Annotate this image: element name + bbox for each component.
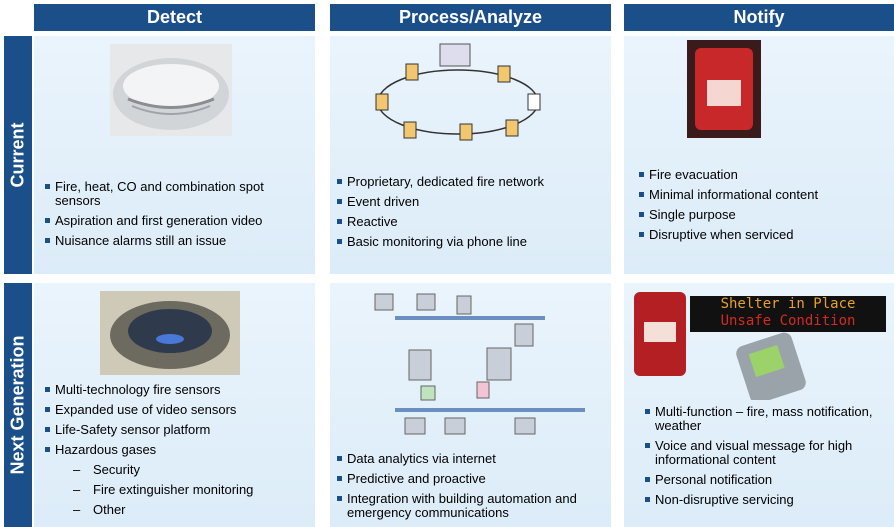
bullet-list: Multi-function – fire, mass notification… bbox=[645, 405, 890, 513]
bullet-text: Hazardous gases bbox=[55, 442, 157, 457]
row-label: Current bbox=[7, 122, 28, 188]
bullet: Data analytics via internet bbox=[337, 452, 605, 466]
bullet-list: Proprietary, dedicated fire network Event… bbox=[337, 175, 602, 255]
row-label-bar: Current bbox=[4, 36, 32, 274]
bullet: Multi-function – fire, mass notification… bbox=[645, 405, 890, 433]
bullet: Single purpose bbox=[639, 208, 889, 222]
cell bbox=[330, 283, 611, 527]
sign-text: Shelter in Place bbox=[721, 296, 856, 312]
bullet: Non-disruptive servicing bbox=[645, 493, 890, 507]
bullet: Event driven bbox=[337, 195, 602, 209]
bullet: Basic monitoring via phone line bbox=[337, 235, 602, 249]
sub-bullet: Fire extinguisher monitoring bbox=[55, 483, 310, 498]
bullet: Hazardous gases Security Fire extinguisher… bbox=[45, 443, 310, 517]
multi-sensor-image bbox=[100, 291, 240, 375]
bullet: Life-Safety sensor platform bbox=[45, 423, 310, 437]
bullet: Multi-technology fire sensors bbox=[45, 383, 310, 397]
bullet: Nuisance alarms still an issue bbox=[45, 234, 310, 248]
network-diagram bbox=[375, 43, 541, 141]
bullet: Minimal informational content bbox=[639, 188, 889, 202]
sign-text: Unsafe Condition bbox=[721, 313, 856, 329]
bullet: Voice and visual message for high inform… bbox=[645, 439, 890, 467]
bullet: Fire, heat, CO and combination spot sens… bbox=[45, 180, 310, 208]
bullet: Proprietary, dedicated fire network bbox=[337, 175, 602, 189]
bullet-list: Fire evacuation Minimal informational con… bbox=[639, 168, 889, 248]
bullet: Integration with building automation and… bbox=[337, 492, 605, 520]
analytics-diagram bbox=[374, 293, 585, 435]
column-header: Notify bbox=[624, 4, 894, 31]
bullet: Aspiration and first generation video bbox=[45, 214, 310, 228]
sub-bullet: Security bbox=[55, 463, 310, 478]
bullet: Reactive bbox=[337, 215, 602, 229]
row-label-bar: Next Generation bbox=[4, 283, 32, 527]
bullet: Expanded use of video sensors bbox=[45, 403, 310, 417]
bullet: Predictive and proactive bbox=[337, 472, 605, 486]
bullet: Fire evacuation bbox=[639, 168, 889, 182]
bullet-list: Multi-technology fire sensors Expanded us… bbox=[45, 383, 310, 523]
column-header: Process/Analyze bbox=[330, 4, 611, 31]
bullet: Personal notification bbox=[645, 473, 890, 487]
row-label: Next Generation bbox=[7, 335, 28, 475]
column-header: Detect bbox=[34, 4, 315, 31]
strobe-image bbox=[687, 40, 761, 138]
bullet-list: Fire, heat, CO and combination spot sens… bbox=[45, 180, 310, 254]
bullet-list: Data analytics via internet Predictive an… bbox=[337, 452, 605, 526]
bullet: Disruptive when serviced bbox=[639, 228, 889, 242]
smoke-detector-image bbox=[110, 44, 232, 136]
notification-devices-image: Shelter in Place Unsafe Condition bbox=[634, 292, 886, 400]
cell bbox=[330, 36, 611, 274]
sub-bullet: Other bbox=[55, 503, 310, 518]
